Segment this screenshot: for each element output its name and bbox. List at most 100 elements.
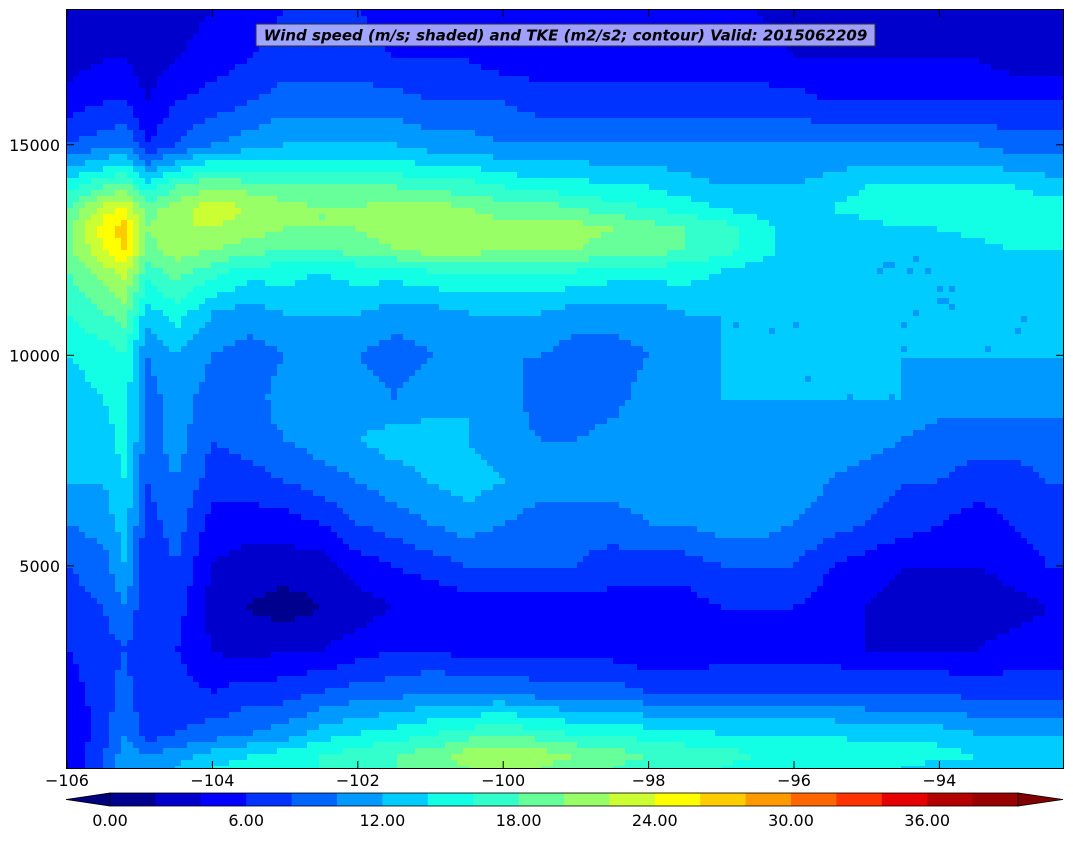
heatmap-cell [919,100,926,107]
heatmap-cell [943,64,950,71]
heatmap-cell [271,88,278,95]
heatmap-cell [973,82,980,89]
heatmap-cell [181,148,188,155]
heatmap-cell [973,64,980,71]
heatmap-cell [823,184,830,191]
heatmap-cell [67,184,74,191]
heatmap-cell [925,64,932,71]
heatmap-cell [775,184,782,191]
heatmap-cell [889,58,896,65]
heatmap-cell [799,166,806,173]
heatmap-cell [895,112,902,119]
heatmap-cell [199,112,206,119]
heatmap-cell [481,178,488,185]
heatmap-cell [535,154,542,161]
heatmap-cell [661,64,668,71]
heatmap-cell [1009,160,1016,167]
heatmap-cell [565,178,572,185]
heatmap-cell [319,76,326,83]
heatmap-cell [487,100,494,107]
heatmap-cell [451,154,458,161]
heatmap-cell [661,124,668,131]
heatmap-cell [901,58,908,65]
heatmap-cell [1027,70,1034,77]
heatmap-cell [877,172,884,179]
heatmap-cell [889,184,896,191]
heatmap-cell [319,160,326,167]
heatmap-cell [475,16,482,23]
heatmap-cell [217,88,224,95]
heatmap-cell [457,76,464,83]
heatmap-cell [85,16,92,23]
heatmap-cell [355,124,362,131]
heatmap-cell [199,64,206,71]
heatmap-cell [775,58,782,65]
heatmap-cell [613,166,620,173]
heatmap-cell [385,106,392,113]
heatmap-cell [283,136,290,143]
heatmap-cell [337,88,344,95]
heatmap-cell [571,106,578,113]
heatmap-cell [715,16,722,23]
heatmap-cell [601,10,608,17]
heatmap-cell [295,16,302,23]
heatmap-cell [877,10,884,17]
heatmap-cell [973,178,980,185]
heatmap-cell [991,184,998,191]
heatmap-cell [349,148,356,155]
heatmap-cell [811,64,818,71]
heatmap-cell [97,148,104,155]
heatmap-cell [301,70,308,77]
heatmap-cell [79,184,86,191]
heatmap-cell [823,136,830,143]
heatmap-cell [337,76,344,83]
heatmap-cell [847,166,854,173]
heatmap-cell [487,160,494,167]
heatmap-cell [1045,112,1052,119]
heatmap-cell [577,64,584,71]
heatmap-cell [979,136,986,143]
heatmap-cell [1057,160,1064,167]
heatmap-cell [715,148,722,155]
heatmap-cell [343,136,350,143]
heatmap-cell [199,16,206,23]
heatmap-cell [991,160,998,167]
heatmap-cell [823,16,830,23]
heatmap-cell [85,46,92,53]
heatmap-cell [283,76,290,83]
heatmap-cell [415,130,422,137]
heatmap-cell [643,70,650,77]
heatmap-cell [331,112,338,119]
heatmap-cell [79,172,86,179]
heatmap-cell [97,34,104,41]
heatmap-cell [613,64,620,71]
heatmap-cell [217,148,224,155]
heatmap-cell [919,22,926,29]
heatmap-cell [145,142,152,149]
heatmap-cell [325,70,332,77]
heatmap-cell [925,136,932,143]
heatmap-cell [685,178,692,185]
heatmap-cell [307,130,314,137]
heatmap-cell [991,16,998,23]
heatmap-cell [247,22,254,29]
heatmap-cell [547,88,554,95]
heatmap-cell [433,136,440,143]
heatmap-cell [793,160,800,167]
heatmap-cell [1021,148,1028,155]
heatmap-cell [223,172,230,179]
heatmap-cell [673,82,680,89]
heatmap-cell [115,94,122,101]
heatmap-cell [259,172,266,179]
heatmap-cell [871,112,878,119]
heatmap-cell [325,82,332,89]
heatmap-cell [649,154,656,161]
heatmap-cell [979,154,986,161]
heatmap-cell [565,124,572,131]
heatmap-cell [769,124,776,131]
heatmap-cell [715,160,722,167]
heatmap-cell [277,142,284,149]
heatmap-cell [1045,52,1052,59]
heatmap-cell [745,142,752,149]
heatmap-cell [463,142,470,149]
